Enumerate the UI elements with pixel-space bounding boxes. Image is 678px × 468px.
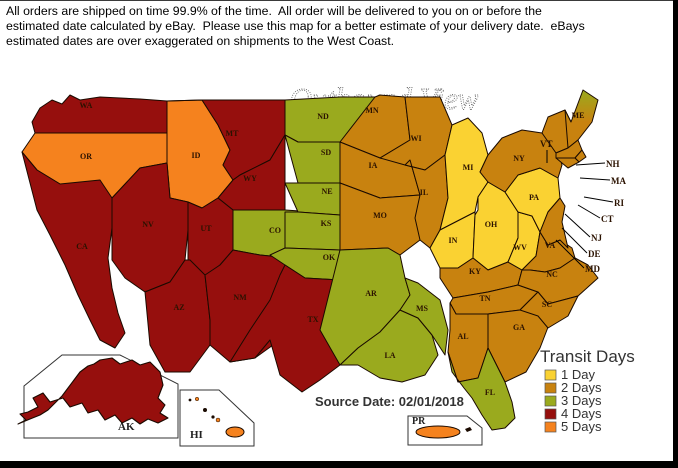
svg-text:VT: VT [540,139,553,149]
svg-text:AL: AL [457,332,468,341]
svg-text:NM: NM [233,293,247,302]
svg-text:MA: MA [611,176,626,186]
svg-text:TN: TN [479,294,490,303]
svg-text:5 Days: 5 Days [561,419,602,434]
svg-text:TX: TX [307,315,318,324]
svg-text:CT: CT [601,214,614,224]
svg-text:IA: IA [369,161,378,170]
svg-text:Source Date: 02/01/2018: Source Date: 02/01/2018 [315,394,464,409]
svg-text:NY: NY [513,154,525,163]
svg-text:DE: DE [588,249,601,259]
svg-text:SC: SC [542,300,552,309]
svg-text:ND: ND [317,112,329,121]
svg-text:KY: KY [469,267,481,276]
svg-text:WV: WV [513,243,527,252]
svg-text:KS: KS [321,219,332,228]
svg-text:OH: OH [485,220,498,229]
svg-text:OK: OK [323,253,336,262]
svg-text:CA: CA [76,242,88,251]
svg-text:NH: NH [606,159,620,169]
svg-text:ME: ME [572,111,585,120]
svg-text:UT: UT [200,224,212,233]
svg-text:HI: HI [190,429,203,441]
svg-text:GA: GA [513,323,525,332]
svg-text:ID: ID [192,151,201,160]
svg-text:LA: LA [384,351,395,360]
svg-text:PA: PA [529,193,539,202]
svg-text:NC: NC [546,270,558,279]
svg-text:MD: MD [585,264,600,274]
svg-text:IL: IL [420,188,428,197]
svg-text:CO: CO [269,226,281,235]
svg-text:SD: SD [321,148,331,157]
svg-text:AK: AK [118,421,135,433]
svg-text:MS: MS [416,304,429,313]
svg-text:PR: PR [412,416,426,427]
svg-text:RI: RI [614,198,624,208]
svg-text:FL: FL [485,388,495,397]
svg-text:VA: VA [545,241,556,250]
svg-text:Transit Days: Transit Days [540,347,635,366]
svg-text:MN: MN [365,106,379,115]
svg-text:NE: NE [321,187,332,196]
svg-text:MI: MI [463,163,474,172]
svg-text:NJ: NJ [591,233,602,243]
svg-text:MT: MT [226,129,240,138]
svg-text:MO: MO [373,211,387,220]
svg-text:WI: WI [410,134,421,143]
svg-text:AR: AR [365,289,377,298]
svg-text:AZ: AZ [173,303,184,312]
svg-text:NV: NV [142,220,154,229]
svg-text:IN: IN [449,236,458,245]
svg-text:OR: OR [80,152,92,161]
svg-text:WA: WA [80,101,93,110]
svg-text:WY: WY [243,174,257,183]
